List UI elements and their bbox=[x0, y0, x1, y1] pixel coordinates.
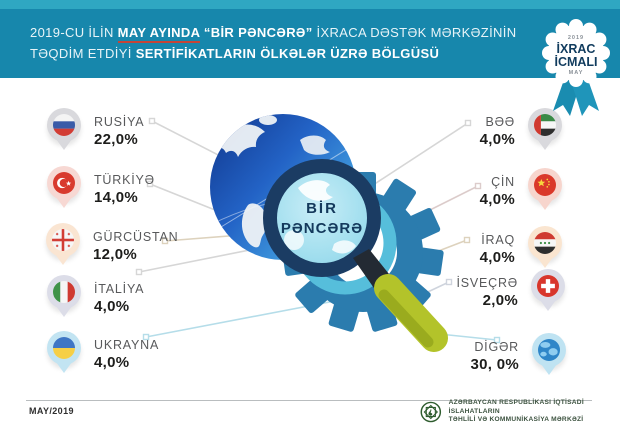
country-name: RUSİYA bbox=[94, 114, 145, 129]
italy-flag-icon bbox=[53, 281, 75, 303]
turkiye-map-pin bbox=[46, 166, 82, 212]
country-percent: 22,0% bbox=[94, 130, 139, 148]
magnifier-handle bbox=[374, 274, 448, 352]
country-name: UKRAYNA bbox=[94, 337, 160, 352]
country-percent: 30, 0% bbox=[470, 355, 519, 373]
org-name-line-2: TƏHLİLİ VƏ KOMMUNİKASİYA MƏRKƏZİ bbox=[448, 416, 584, 424]
country-percent: 2,0% bbox=[482, 291, 518, 309]
title-highlight-underlined: MAY AYINDA bbox=[117, 25, 200, 43]
country-name: ÇİN bbox=[491, 174, 515, 189]
country-name: İTALİYA bbox=[94, 281, 145, 296]
country-item-ukrayna: UKRAYNA 4,0% bbox=[46, 331, 159, 377]
country-percent: 4,0% bbox=[479, 190, 515, 208]
magnifier-icon: BİR PƏNCƏRƏ bbox=[263, 159, 448, 352]
ixrac-icmali-badge: 2019 İXRAC İCMALI MAY bbox=[538, 14, 616, 122]
country-name: BƏƏ bbox=[485, 114, 515, 129]
isvecre-map-pin bbox=[530, 269, 566, 315]
lens-inner-ring bbox=[293, 191, 397, 295]
country-item-isvecre: İSVEÇRƏ 2,0% bbox=[456, 269, 566, 315]
russia-flag-icon bbox=[53, 114, 75, 136]
iraq-map-pin bbox=[527, 226, 563, 272]
footer-date: MAY/2019 bbox=[29, 406, 74, 416]
title-line-2: TƏQDİM ETDİYİ SERTİFİKATLARIN ÖLKƏLƏR ÜZ… bbox=[30, 46, 440, 61]
georgia-flag-icon bbox=[52, 229, 74, 251]
country-item-gurcustan: GÜRCÜSTAN 12,0% bbox=[45, 223, 178, 269]
diger-map-pin bbox=[531, 333, 567, 379]
lens-text-line-2: PƏNCƏRƏ bbox=[281, 220, 363, 237]
country-name: GÜRCÜSTAN bbox=[93, 229, 179, 244]
country-percent: 4,0% bbox=[94, 297, 130, 315]
title-line-1: 2019-CU İLİN MAY AYINDA “BİR PƏNCƏRƏ” İX… bbox=[30, 22, 620, 43]
badge-month: MAY bbox=[569, 70, 584, 76]
header-banner: 2019-CU İLİN MAY AYINDA “BİR PƏNCƏRƏ” İX… bbox=[0, 9, 620, 78]
rusiya-map-pin bbox=[46, 108, 82, 154]
badge-year: 2019 bbox=[568, 35, 584, 41]
country-name: İRAQ bbox=[481, 232, 515, 247]
china-flag-icon bbox=[534, 174, 556, 196]
aze-emblem-icon bbox=[420, 401, 442, 423]
turkey-flag-icon bbox=[53, 172, 75, 194]
magnifier-collar bbox=[353, 249, 393, 291]
badge-title-1: İXRAC bbox=[557, 41, 596, 56]
org-name-line-1: AZƏRBAYCAN RESPUBLİKASI İQTİSADİ İSLAHAT… bbox=[448, 399, 584, 415]
gear-icon bbox=[282, 172, 444, 332]
cin-map-pin bbox=[527, 168, 563, 214]
gurcustan-map-pin bbox=[45, 223, 81, 269]
bee-map-pin bbox=[527, 108, 563, 154]
country-item-cin: ÇİN 4,0% bbox=[480, 168, 563, 214]
iraq-flag-icon bbox=[534, 232, 556, 254]
footer-divider bbox=[26, 400, 592, 401]
badge-title-2: İCMALI bbox=[554, 54, 597, 69]
ukrayna-map-pin bbox=[46, 331, 82, 377]
country-name: İSVEÇRƏ bbox=[456, 275, 518, 290]
italiya-map-pin bbox=[46, 275, 82, 321]
country-percent: 14,0% bbox=[94, 188, 139, 206]
top-teal-strip bbox=[0, 0, 620, 9]
country-percent: 4,0% bbox=[479, 130, 515, 148]
country-percent: 4,0% bbox=[94, 353, 130, 371]
footer-organization: AZƏRBAYCAN RESPUBLİKASI İQTİSADİ İSLAHAT… bbox=[419, 399, 620, 425]
country-item-turkiye: TÜRKİYƏ 14,0% bbox=[46, 166, 155, 212]
country-item-italiya: İTALİYA 4,0% bbox=[46, 275, 144, 321]
country-percent: 12,0% bbox=[93, 245, 138, 263]
globe-icon bbox=[538, 339, 560, 361]
ukraine-flag-icon bbox=[53, 337, 75, 359]
switzerland-flag-icon bbox=[537, 275, 559, 297]
country-percent: 4,0% bbox=[479, 248, 515, 266]
country-item-iraq: İRAQ 4,0% bbox=[480, 226, 563, 272]
magnifier-handle-shade bbox=[378, 289, 434, 348]
country-item-diger: DİGƏR 30, 0% bbox=[471, 333, 568, 379]
country-name: TÜRKİYƏ bbox=[94, 172, 155, 187]
lens-text-line-1: BİR bbox=[306, 200, 338, 217]
country-name: DİGƏR bbox=[474, 339, 519, 354]
country-item-rusiya: RUSİYA 22,0% bbox=[46, 108, 144, 154]
country-item-bee: BƏƏ 4,0% bbox=[480, 108, 563, 154]
globe-icon bbox=[210, 114, 356, 260]
uae-flag-icon bbox=[534, 114, 556, 136]
badge-disc bbox=[548, 25, 604, 81]
